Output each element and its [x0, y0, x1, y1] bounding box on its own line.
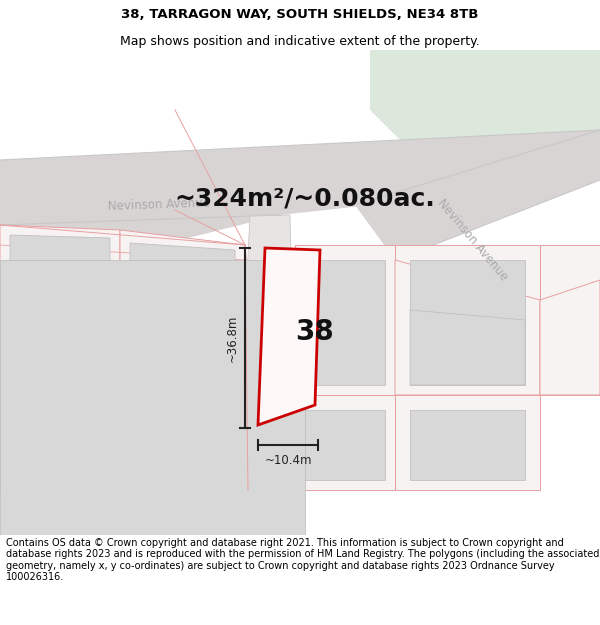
Polygon shape	[540, 245, 600, 395]
Polygon shape	[0, 330, 120, 410]
Text: ~324m²/~0.080ac.: ~324m²/~0.080ac.	[175, 186, 436, 210]
Polygon shape	[395, 260, 540, 395]
Text: Contains OS data © Crown copyright and database right 2021. This information is : Contains OS data © Crown copyright and d…	[6, 538, 599, 582]
Polygon shape	[355, 130, 600, 260]
Polygon shape	[305, 260, 385, 385]
Text: Nevinson Avenue: Nevinson Avenue	[108, 197, 211, 213]
Polygon shape	[370, 50, 600, 200]
Polygon shape	[258, 248, 320, 425]
Polygon shape	[395, 395, 540, 490]
Bar	[10, 340, 110, 400]
Polygon shape	[120, 230, 245, 330]
Text: 38, TARRAGON WAY, SOUTH SHIELDS, NE34 8TB: 38, TARRAGON WAY, SOUTH SHIELDS, NE34 8T…	[121, 9, 479, 21]
Polygon shape	[410, 260, 525, 385]
Polygon shape	[10, 235, 110, 320]
Bar	[10, 420, 110, 480]
Bar	[0, 260, 305, 535]
Polygon shape	[410, 410, 525, 480]
Bar	[130, 340, 235, 400]
Bar	[130, 420, 235, 480]
Text: ~36.8m: ~36.8m	[226, 314, 239, 362]
Text: 38: 38	[295, 318, 334, 346]
Polygon shape	[295, 395, 395, 490]
Polygon shape	[410, 310, 525, 385]
Text: Nevinson Avenue: Nevinson Avenue	[435, 197, 511, 283]
Polygon shape	[0, 225, 120, 330]
Text: ~10.4m: ~10.4m	[264, 454, 312, 466]
Polygon shape	[0, 130, 600, 240]
Polygon shape	[120, 410, 245, 490]
Polygon shape	[305, 410, 385, 480]
Polygon shape	[0, 225, 248, 280]
Polygon shape	[540, 280, 600, 395]
Polygon shape	[235, 215, 295, 535]
Polygon shape	[395, 245, 540, 395]
Polygon shape	[120, 330, 245, 410]
Polygon shape	[0, 410, 120, 490]
Polygon shape	[295, 245, 395, 395]
Polygon shape	[130, 243, 235, 320]
Text: Map shows position and indicative extent of the property.: Map shows position and indicative extent…	[120, 34, 480, 48]
